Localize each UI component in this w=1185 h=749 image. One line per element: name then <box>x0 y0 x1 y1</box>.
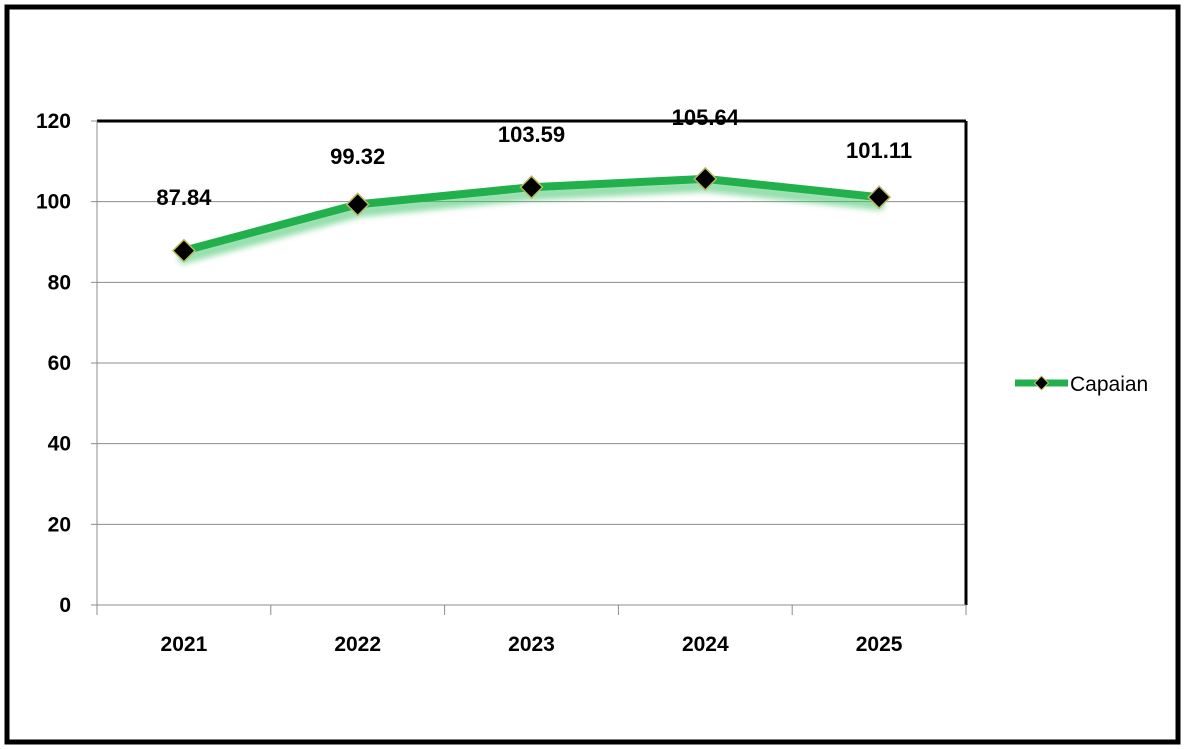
y-tick-label: 0 <box>59 594 71 617</box>
data-labels: 87.84 99.32 103.59 105.64 101.11 <box>156 105 912 210</box>
y-tick-label: 60 <box>48 352 71 375</box>
y-axis-tick-labels: 0 20 40 60 80 100 120 <box>36 110 71 617</box>
x-tick-label: 2023 <box>508 633 555 656</box>
data-point-marker <box>171 238 196 263</box>
data-point-marker <box>345 192 370 217</box>
y-tick-label: 120 <box>36 110 71 133</box>
legend-marker-icon <box>1033 375 1050 391</box>
legend: Capaian <box>1015 373 1148 396</box>
data-label: 103.59 <box>498 122 565 147</box>
series-capaian <box>171 166 892 264</box>
x-axis-tick-labels: 2021 2022 2023 2024 2025 <box>161 633 903 656</box>
y-tick-label: 20 <box>48 513 71 536</box>
data-point-marker <box>867 185 892 210</box>
y-tick-label: 40 <box>48 433 71 456</box>
data-label: 99.32 <box>330 144 385 169</box>
x-tick-label: 2021 <box>161 633 208 656</box>
x-tick-label: 2022 <box>334 633 381 656</box>
x-tick-label: 2025 <box>856 633 903 656</box>
legend-label: Capaian <box>1070 373 1148 396</box>
data-label: 105.64 <box>672 105 740 130</box>
y-tick-label: 80 <box>48 271 71 294</box>
data-point-marker <box>693 166 718 191</box>
chart-border <box>4 4 1181 745</box>
data-label: 101.11 <box>846 138 912 163</box>
y-tick-label: 100 <box>36 191 71 214</box>
x-tick-label: 2024 <box>682 633 729 656</box>
data-label: 87.84 <box>156 185 212 210</box>
data-point-marker <box>519 175 544 200</box>
axes <box>91 119 968 615</box>
